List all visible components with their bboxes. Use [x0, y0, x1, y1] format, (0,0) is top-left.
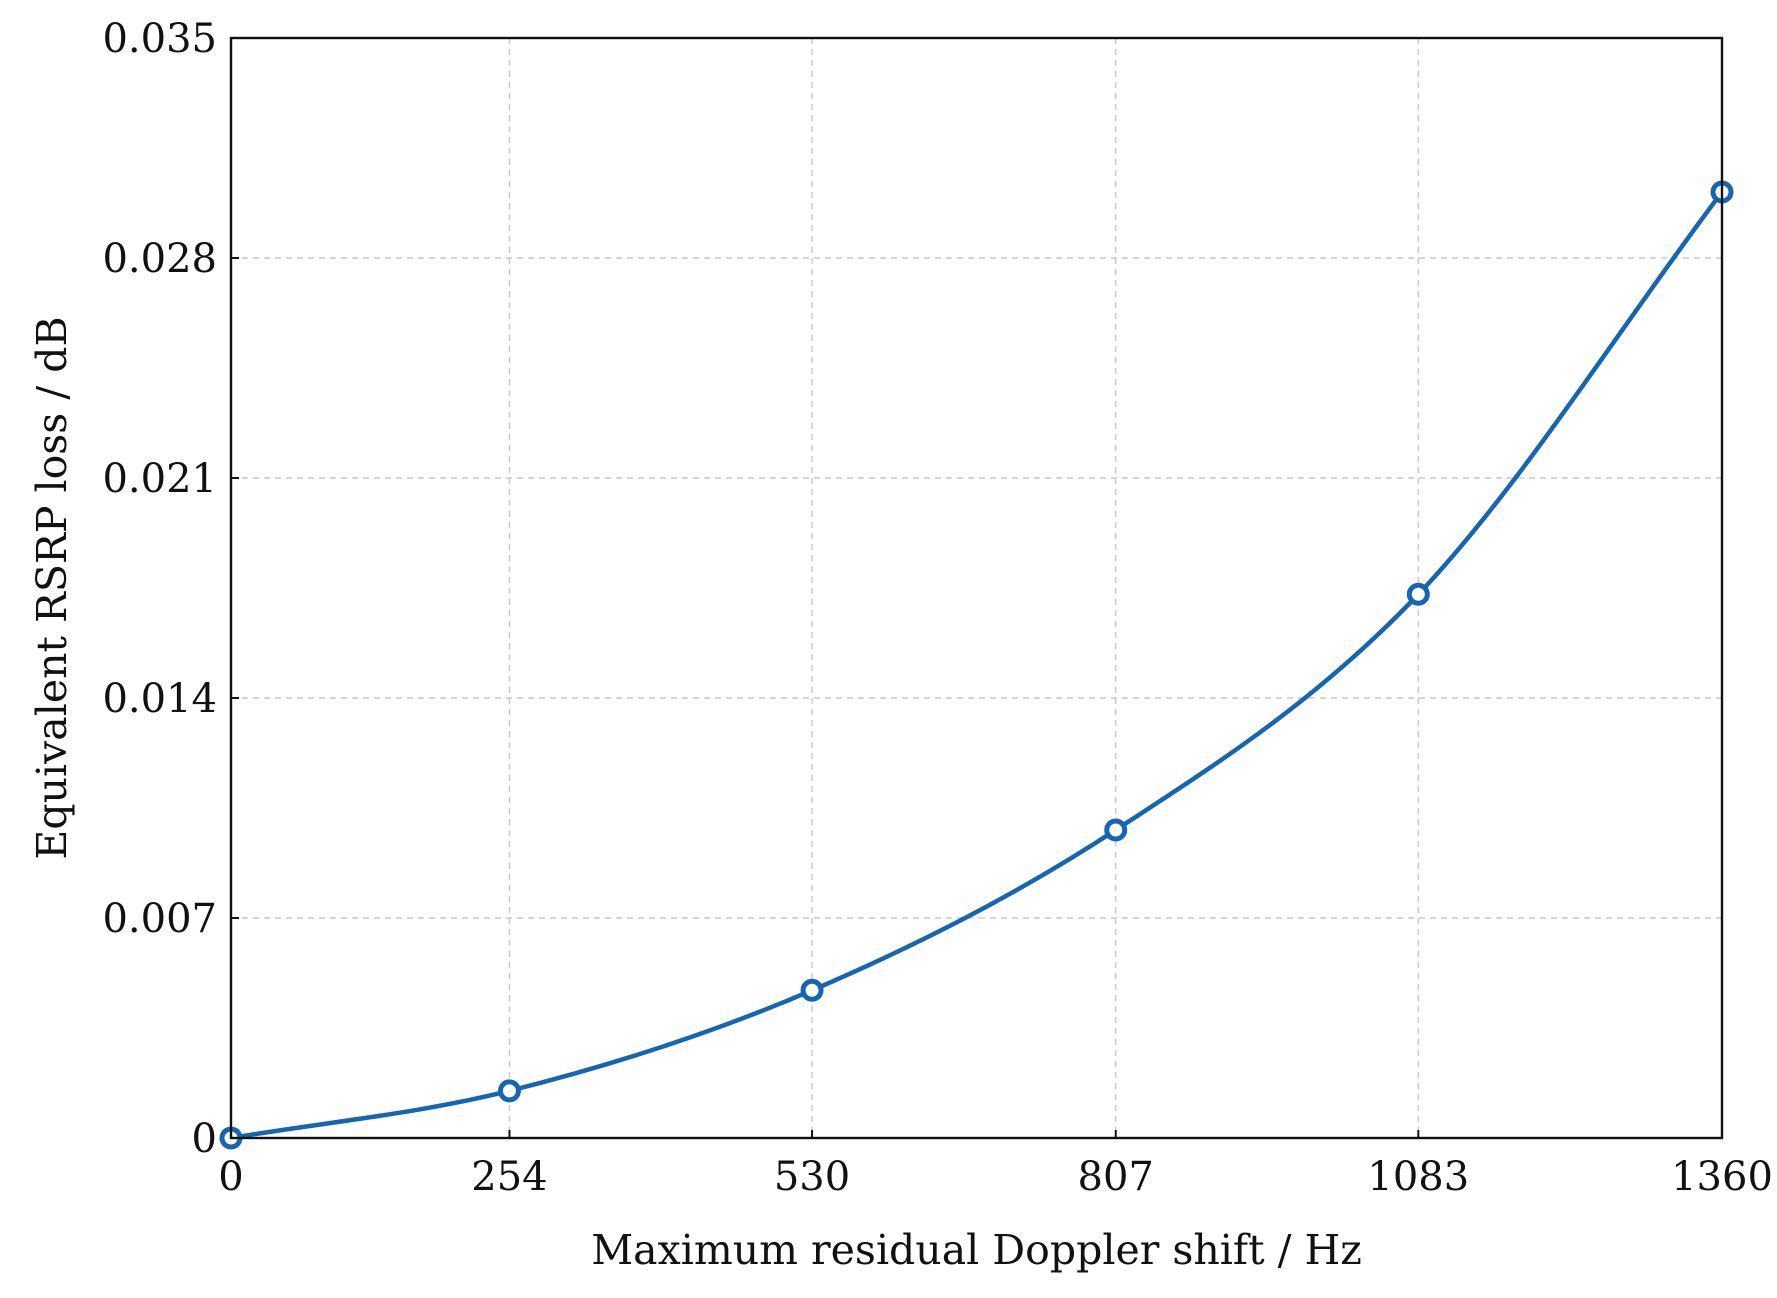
x-tick-label: 0 [218, 1154, 243, 1200]
y-tick-label: 0.028 [102, 236, 217, 282]
y-axis-label: Equivalent RSRP loss / dB [28, 316, 76, 859]
plot-frame [229, 36, 1724, 1140]
y-tick-label: 0.014 [102, 676, 217, 722]
x-axis-label: Maximum residual Doppler shift / Hz [591, 1226, 1362, 1274]
y-tick-label: 0.035 [102, 16, 217, 62]
x-tick-label: 254 [471, 1154, 547, 1200]
series-line [228, 189, 1725, 1141]
y-tick-label: 0.021 [102, 456, 217, 502]
data-point-marker [800, 978, 824, 1002]
x-tick-label: 1360 [1671, 1154, 1773, 1200]
data-point-marker [1104, 818, 1128, 842]
x-tick-label: 807 [1078, 1154, 1154, 1200]
axis-ticks: 0 254 530 807 1083 1360 0 0.007 0.014 0.021 0.028 0… [102, 16, 1772, 1200]
y-tick-label: 0 [192, 1116, 217, 1162]
x-tick-label: 530 [774, 1154, 850, 1200]
grid [231, 38, 1722, 1138]
data-point-marker [1406, 582, 1430, 606]
data-point-marker [497, 1079, 521, 1103]
series-layer [219, 180, 1734, 1150]
x-tick-label: 1083 [1367, 1154, 1469, 1200]
y-tick-label: 0.007 [102, 896, 217, 942]
